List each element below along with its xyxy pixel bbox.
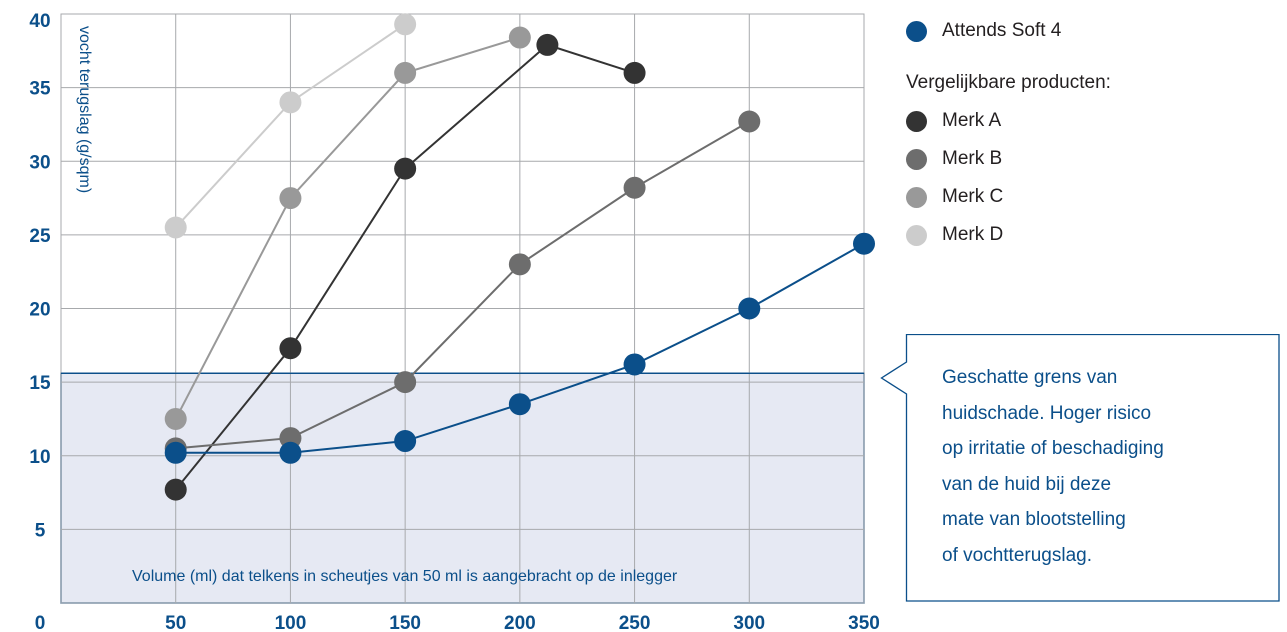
data-point [279, 337, 302, 360]
y-axis-label: vocht terugslag (g/sqm) [76, 26, 93, 193]
y-tick-label: 35 [29, 79, 51, 100]
series-merk-a [164, 33, 646, 501]
data-point [164, 216, 187, 239]
data-point [536, 33, 559, 56]
series-line [174, 36, 521, 420]
legend-marker [906, 20, 927, 42]
threshold-zone [60, 372, 865, 604]
series-merk-c [164, 26, 531, 430]
data-point [164, 441, 187, 464]
y-tick-label: 10 [29, 447, 50, 468]
y-tick-label: 40 [29, 11, 50, 32]
legend-label: Merk A [942, 110, 1002, 131]
data-point [164, 407, 187, 430]
data-point [164, 478, 187, 501]
callout-box [880, 334, 1280, 602]
threshold-area [60, 372, 865, 604]
data-point [623, 176, 646, 199]
y-tick-label: 5 [35, 520, 46, 541]
legend-marker [906, 148, 927, 170]
data-point [394, 157, 417, 180]
data-point [279, 91, 302, 114]
y-tick-label: 30 [29, 152, 50, 173]
data-point [279, 441, 302, 464]
y-tick-label: 0 [35, 613, 46, 632]
legend-item-attends: Attends Soft 4 [906, 12, 1166, 50]
x-tick-label: 350 [848, 613, 880, 632]
legend-item-merk-b: Merk B [906, 140, 1166, 178]
axis-ticks: 0 5 10 15 20 25 30 35 40 50 100 150 200 250 300 350 [29, 11, 879, 632]
callout-text: Geschatte grens van huidschade. Hoger ri… [942, 360, 1272, 573]
x-tick-label: 200 [504, 613, 536, 632]
x-tick-label: 300 [733, 613, 765, 632]
legend: Attends Soft 4 Vergelijkbare producten: … [906, 12, 1166, 254]
callout-line: op irritatie of beschadiging [942, 438, 1164, 459]
data-point [853, 232, 875, 255]
callout-line: mate van blootstelling [942, 509, 1126, 530]
data-point [508, 393, 531, 416]
callout-line: of vochtterugslag. [942, 544, 1092, 566]
data-point [394, 371, 417, 394]
legend-label: Merk C [942, 186, 1004, 207]
legend-subtitle: Vergelijkbare producten: [906, 72, 1111, 93]
legend-marker [906, 224, 927, 246]
data-point [508, 26, 531, 49]
callout-line: van de huid bij deze [942, 473, 1112, 495]
y-tick-label: 25 [29, 226, 51, 247]
legend-item-merk-c: Merk C [906, 178, 1166, 216]
x-tick-label: 100 [275, 613, 307, 632]
x-axis-note: Volume (ml) dat telkens in scheutjes van… [132, 568, 678, 585]
data-point [508, 253, 531, 276]
legend-marker [906, 110, 927, 132]
legend-marker [906, 186, 927, 208]
legend-item-merk-a: Merk A [906, 102, 1166, 140]
x-tick-label: 250 [619, 613, 651, 632]
callout-line: huidschade. Hoger risico [942, 402, 1152, 424]
data-point [394, 13, 417, 36]
series-group [164, 13, 875, 501]
y-tick-label: 20 [29, 300, 50, 321]
series-line [175, 120, 750, 450]
legend-item-merk-d: Merk D [906, 216, 1166, 254]
callout-line: Geschatte grens van [942, 367, 1118, 388]
data-point [738, 297, 761, 320]
data-point [279, 187, 302, 210]
data-point [394, 430, 417, 453]
data-point [738, 110, 761, 133]
series-attends-soft-4 [164, 232, 875, 464]
x-tick-label: 150 [389, 613, 421, 632]
x-tick-label: 50 [165, 613, 186, 632]
legend-label: Attends Soft 4 [942, 20, 1062, 41]
data-point [623, 61, 646, 84]
y-tick-label: 15 [29, 373, 51, 394]
data-point [394, 61, 417, 84]
legend-label: Merk B [942, 148, 1003, 169]
legend-label: Merk D [942, 224, 1004, 245]
data-point [623, 353, 646, 376]
series-merk-d [164, 13, 417, 239]
